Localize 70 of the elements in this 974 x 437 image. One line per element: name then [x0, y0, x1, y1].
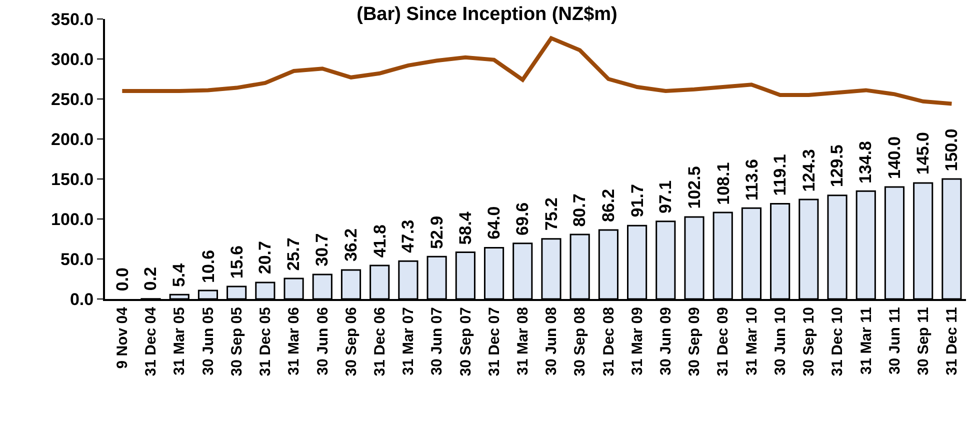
data-label: 5.4	[170, 262, 189, 288]
data-label: 52.9	[428, 216, 447, 249]
y-tick-label: 200.0	[51, 130, 94, 149]
data-label: 25.7	[284, 238, 303, 271]
x-tick-label: 31 Dec 10	[829, 307, 846, 376]
x-tick-label: 30 Jun 09	[658, 307, 675, 376]
y-tick-label: 250.0	[51, 90, 94, 109]
data-label: 64.0	[484, 206, 504, 240]
data-label: 75.2	[542, 197, 561, 231]
x-tick-label: 30 Sep 11	[914, 307, 932, 376]
x-tick-label: 30 Sep 05	[228, 307, 246, 376]
x-tick-label: 30 Jun 10	[772, 307, 789, 376]
data-label: 108.1	[714, 162, 733, 205]
y-tick-label: 0.0	[70, 290, 94, 309]
x-tick-label: 31 Dec 07	[486, 307, 503, 376]
data-label: 15.6	[228, 246, 247, 279]
x-tick-label: 31 Mar 06	[286, 307, 303, 376]
data-label: 140.0	[884, 136, 904, 179]
x-tick-label: 31 Dec 08	[600, 307, 618, 376]
data-label: 0.2	[140, 266, 160, 291]
data-label: 145.0	[914, 132, 933, 175]
x-tick-label: 31 Mar 09	[628, 307, 646, 376]
data-label: 124.3	[800, 149, 819, 192]
data-label: 86.2	[598, 188, 618, 222]
data-label: 58.4	[456, 211, 476, 245]
x-tick-label: 30 Sep 09	[686, 307, 704, 376]
x-tick-label: 31 Mar 10	[743, 307, 760, 376]
x-tick-label: 31 Mar 11	[858, 307, 875, 375]
data-label: 20.7	[255, 241, 274, 274]
data-label: 10.6	[198, 250, 218, 283]
chart-title: (Bar) Since Inception (NZ$m)	[356, 4, 618, 25]
x-tick-label: 30 Jun 07	[428, 307, 446, 376]
data-label: 113.6	[742, 158, 762, 201]
data-label: 30.7	[312, 233, 332, 266]
x-tick-label: 30 Jun 05	[200, 307, 217, 376]
data-label: 80.7	[570, 194, 589, 227]
data-label: 36.2	[341, 228, 360, 262]
x-tick-label: 30 Sep 06	[342, 307, 360, 376]
x-tick-label: 31 Mar 07	[400, 307, 418, 376]
data-label: 150.0	[942, 128, 962, 172]
data-label: 91.7	[628, 184, 647, 218]
x-tick-label: 30 Jun 06	[314, 307, 332, 376]
data-label: 47.3	[398, 220, 418, 253]
line-series	[120, 36, 954, 106]
x-tick-label: 31 Dec 05	[257, 307, 274, 376]
x-tick-label: 30 Sep 07	[457, 307, 474, 376]
data-label: 97.1	[656, 180, 675, 214]
x-tick-label: 30 Jun 08	[543, 307, 560, 376]
x-tick-label: 30 Jun 11	[886, 307, 904, 375]
y-tick-label: 300.0	[51, 50, 94, 69]
data-label: 102.5	[684, 166, 704, 209]
x-tick-label: 31 Mar 08	[514, 307, 532, 376]
data-label: 134.8	[856, 140, 876, 184]
x-tick-label: 30 Sep 08	[572, 307, 589, 376]
x-tick-label: 31 Dec 04	[142, 306, 160, 376]
y-tick-label: 150.0	[51, 170, 94, 189]
data-label: 0.0	[113, 268, 132, 292]
y-tick-label: 350.0	[51, 10, 94, 29]
y-tick-label: 50.0	[60, 250, 94, 269]
x-tick-label: 30 Sep 10	[800, 307, 818, 376]
x-tick-label: 9 Nov 04	[114, 306, 132, 369]
data-label: 41.8	[370, 224, 390, 258]
x-tick-label: 31 Dec 09	[714, 307, 732, 376]
x-tick-label: 31 Dec 11	[944, 307, 961, 376]
x-tick-label: 31 Mar 05	[171, 307, 188, 376]
data-label: 119.1	[770, 154, 790, 196]
y-tick-label: 100.0	[51, 210, 94, 229]
x-tick-label: 31 Dec 06	[371, 307, 388, 376]
data-label: 129.5	[827, 144, 846, 188]
data-label: 69.6	[512, 202, 532, 236]
